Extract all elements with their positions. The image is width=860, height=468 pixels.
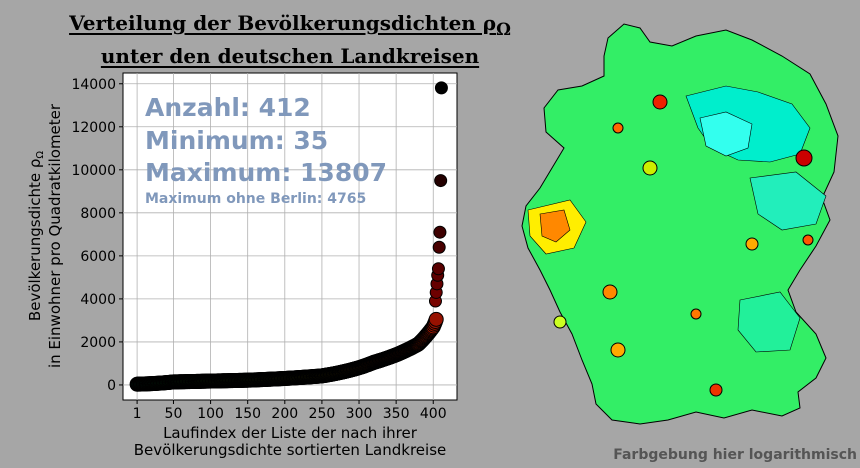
y-tick-label-7: 14000 — [71, 77, 116, 93]
y-axis-label-line-2: in Einwohner pro Quadratkilometer — [46, 103, 64, 368]
y-tick-label-1: 2000 — [80, 335, 116, 351]
nuremberg-hotspot — [690, 308, 702, 320]
y-tick-label-0: 0 — [107, 378, 116, 394]
x-axis: 1 50 100 150 200 250 300 350 400 — [133, 400, 447, 422]
density-scatter-chart: 1 50 100 150 200 250 300 350 400 020004000600080… — [26, 72, 458, 459]
ruhr-hotspot-orange — [539, 209, 571, 243]
data-points — [129, 81, 448, 392]
hamburg-hotspot — [652, 94, 668, 110]
y-axis-label: Bevölkerungsdichte ρΩ in Einwohner pro Q… — [26, 103, 64, 368]
outlier-point-4 — [431, 262, 445, 276]
data-point-404 — [428, 311, 444, 327]
bremen-hotspot — [612, 122, 624, 134]
y-axis-label-main: Bevölkerungsdichte ρ — [26, 159, 44, 321]
title-line-1: Verteilung der Bevölkerungsdichten ρΩ — [69, 11, 511, 39]
x-tick-label-0: 1 — [133, 406, 142, 422]
chart-title: Verteilung der Bevölkerungsdichten ρΩ un… — [60, 10, 520, 70]
title-line-2: unter den deutschen Landkreisen — [100, 44, 480, 68]
y-tick-label-3: 6000 — [80, 249, 116, 265]
y-axis: 0 2000 4000 6000 8000 10000 12000 14000 — [71, 77, 123, 394]
dresden-hotspot — [802, 234, 814, 246]
grid — [123, 73, 457, 400]
annotation-maximum-without-berlin: Maximum ohne Berlin: 4765 — [145, 191, 366, 207]
bavaria-east-region — [737, 291, 801, 353]
annotation-minimum: Minimum: 35 — [145, 126, 328, 155]
x-axis-label-line-1: Laufindex der Liste der nach ihrer — [163, 424, 418, 442]
y-tick-label-6: 12000 — [71, 120, 116, 136]
y-tick-label-4: 8000 — [80, 206, 116, 222]
x-tick-label-1: 50 — [165, 406, 183, 422]
outlier-point-6 — [433, 225, 447, 239]
x-axis-label: Laufindex der Liste der nach ihrer Bevöl… — [134, 424, 447, 459]
annotation-maximum: Maximum: 13807 — [145, 158, 387, 187]
germany-map — [521, 23, 839, 425]
x-tick-label-6: 300 — [346, 406, 373, 422]
saar-hotspot — [553, 315, 567, 329]
x-tick-label-3: 150 — [234, 406, 261, 422]
munich-hotspot — [709, 383, 723, 397]
annotations: Anzahl: 412 Minimum: 35 Maximum: 13807 M… — [145, 93, 387, 207]
x-tick-label-4: 200 — [271, 406, 298, 422]
y-axis-label-line-1: Bevölkerungsdichte ρΩ — [26, 151, 46, 321]
stuttgart-hotspot — [610, 342, 626, 358]
x-tick-label-2: 100 — [197, 406, 224, 422]
x-tick-label-7: 350 — [383, 406, 410, 422]
annotation-count: Anzahl: 412 — [145, 93, 311, 122]
y-tick-label-2: 4000 — [80, 292, 116, 308]
berlin-hotspot — [795, 149, 813, 167]
hannover-hotspot — [642, 160, 658, 176]
map-note: Farbgebung hier logarithmisch — [613, 447, 857, 463]
y-tick-label-5: 10000 — [71, 163, 116, 179]
outlier-point-8 — [434, 81, 448, 95]
east-cyan-region — [749, 171, 827, 231]
x-tick-label-8: 400 — [420, 406, 447, 422]
outlier-point-5 — [432, 240, 446, 254]
x-axis-label-line-2: Bevölkerungsdichte sortierten Landkreise — [134, 441, 447, 459]
leipzig-hotspot — [745, 237, 759, 251]
frankfurt-hotspot — [602, 284, 618, 300]
x-tick-label-5: 250 — [309, 406, 336, 422]
outlier-point-7 — [434, 174, 448, 188]
north-east-light-cyan-region — [699, 111, 753, 157]
y-axis-label-subscript: Ω — [35, 151, 46, 159]
